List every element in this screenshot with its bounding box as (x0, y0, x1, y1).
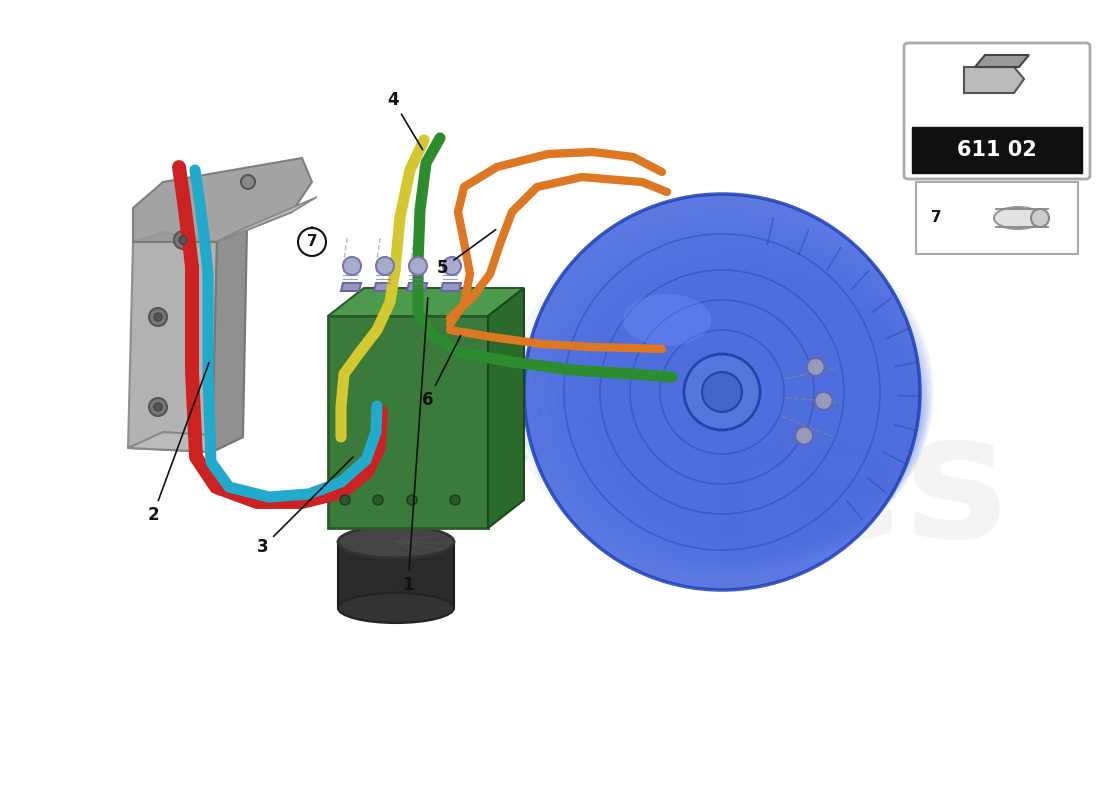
Polygon shape (488, 288, 524, 528)
Circle shape (148, 308, 167, 326)
Circle shape (524, 194, 920, 590)
FancyBboxPatch shape (904, 43, 1090, 179)
Text: 2: 2 (147, 362, 209, 524)
Circle shape (702, 372, 743, 412)
Circle shape (450, 495, 460, 505)
Text: 611 02: 611 02 (957, 140, 1037, 160)
Ellipse shape (510, 208, 934, 576)
Ellipse shape (525, 218, 932, 572)
Circle shape (179, 236, 187, 244)
Circle shape (148, 398, 167, 416)
Text: lamborghini
automobile parts
since 1985: lamborghini automobile parts since 1985 (385, 314, 695, 506)
Circle shape (343, 257, 361, 275)
Polygon shape (964, 67, 1024, 93)
Ellipse shape (1031, 209, 1049, 227)
Ellipse shape (547, 234, 927, 565)
Ellipse shape (569, 250, 924, 558)
Ellipse shape (597, 270, 918, 550)
Text: 3: 3 (257, 457, 353, 556)
Circle shape (443, 257, 461, 275)
Polygon shape (217, 197, 317, 242)
Ellipse shape (338, 593, 454, 623)
Ellipse shape (583, 260, 921, 554)
Polygon shape (338, 542, 454, 608)
Polygon shape (128, 232, 217, 452)
Ellipse shape (532, 223, 930, 570)
Ellipse shape (517, 213, 933, 574)
Ellipse shape (605, 276, 917, 547)
Polygon shape (328, 316, 488, 528)
Ellipse shape (539, 229, 928, 567)
Polygon shape (328, 288, 524, 316)
Text: 1: 1 (403, 298, 428, 594)
Circle shape (373, 495, 383, 505)
FancyBboxPatch shape (916, 182, 1078, 254)
Circle shape (376, 257, 394, 275)
Polygon shape (128, 432, 243, 452)
Polygon shape (407, 283, 427, 291)
Ellipse shape (561, 245, 925, 561)
Circle shape (154, 313, 162, 321)
Text: 6: 6 (422, 335, 461, 409)
Polygon shape (212, 227, 248, 452)
Circle shape (241, 175, 255, 189)
Circle shape (407, 495, 417, 505)
Ellipse shape (575, 255, 922, 556)
Ellipse shape (623, 294, 711, 346)
Ellipse shape (553, 239, 926, 563)
Circle shape (795, 426, 813, 445)
Circle shape (806, 358, 825, 376)
Polygon shape (341, 283, 361, 291)
Text: 7: 7 (931, 210, 942, 226)
Circle shape (815, 392, 833, 410)
Ellipse shape (338, 526, 454, 558)
Ellipse shape (591, 266, 920, 552)
Circle shape (298, 228, 326, 256)
Text: 4: 4 (387, 91, 422, 150)
Polygon shape (133, 158, 312, 242)
Text: res: res (702, 406, 1009, 574)
Polygon shape (441, 283, 461, 291)
Circle shape (409, 257, 427, 275)
Ellipse shape (994, 207, 1042, 229)
Circle shape (174, 231, 192, 249)
Polygon shape (975, 55, 1028, 67)
Circle shape (154, 403, 162, 411)
Text: 7: 7 (307, 234, 317, 250)
Text: 5: 5 (438, 230, 496, 277)
FancyBboxPatch shape (912, 127, 1082, 173)
Circle shape (340, 495, 350, 505)
Polygon shape (374, 283, 394, 291)
Circle shape (684, 354, 760, 430)
